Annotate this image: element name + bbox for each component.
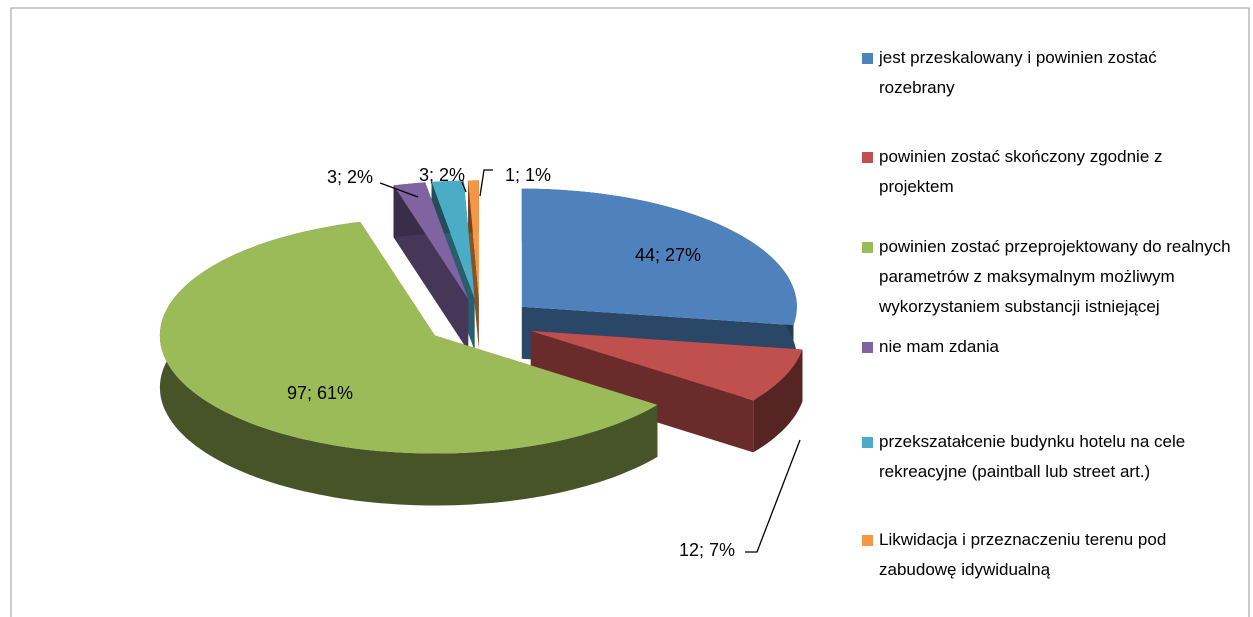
slice-top — [521, 188, 797, 326]
legend-item: powinien zostać skończony zgodnie z proj… — [862, 142, 1232, 202]
data-label: 1; 1% — [505, 165, 551, 185]
data-label: 12; 7% — [679, 540, 735, 560]
slice-side — [753, 349, 803, 453]
data-label: 44; 27% — [635, 245, 701, 265]
slice-top — [393, 182, 469, 299]
slice-face — [530, 331, 754, 453]
legend-swatch — [862, 437, 873, 448]
legend-swatch — [862, 53, 873, 64]
data-label: 3; 2% — [419, 165, 465, 185]
slice-top — [468, 180, 479, 299]
frame — [10, 7, 1250, 617]
legend-label: przekszatałcenie budynku hotelu na cele … — [879, 432, 1186, 481]
legend-item: Likwidacja i przeznaczeniu terenu pod za… — [862, 525, 1232, 585]
legend-item: nie mam zdania — [862, 332, 1232, 362]
slice-top — [530, 331, 803, 401]
pie-slice — [530, 331, 803, 453]
legend-label: powinien zostać przeprojektowany do real… — [879, 237, 1231, 316]
pie-slice — [159, 221, 658, 506]
leader-line — [379, 182, 419, 198]
legend-label: powinien zostać skończony zgodnie z proj… — [879, 147, 1163, 196]
legend-swatch — [862, 242, 873, 253]
leader-line — [479, 169, 493, 197]
slice-side — [159, 221, 658, 506]
legend-label: nie mam zdania — [879, 337, 1000, 356]
data-label: 3; 2% — [327, 167, 373, 187]
leader-line — [461, 181, 467, 193]
data-label: 97; 61% — [287, 383, 353, 403]
legend-swatch — [862, 342, 873, 353]
slice-top — [431, 180, 475, 299]
legend-swatch — [862, 152, 873, 163]
slice-top — [159, 221, 658, 454]
leader-line — [745, 439, 801, 553]
legend-label: jest przeskalowany i powinien zostać roz… — [879, 48, 1157, 97]
legend-item: jest przeskalowany i powinien zostać roz… — [862, 43, 1232, 103]
legend-item: powinien zostać przeprojektowany do real… — [862, 232, 1232, 322]
legend-item: przekszatałcenie budynku hotelu na cele … — [862, 427, 1232, 487]
legend-label: Likwidacja i przeznaczeniu terenu pod za… — [879, 530, 1167, 579]
pie-slice — [468, 180, 479, 351]
legend-swatch — [862, 535, 873, 546]
